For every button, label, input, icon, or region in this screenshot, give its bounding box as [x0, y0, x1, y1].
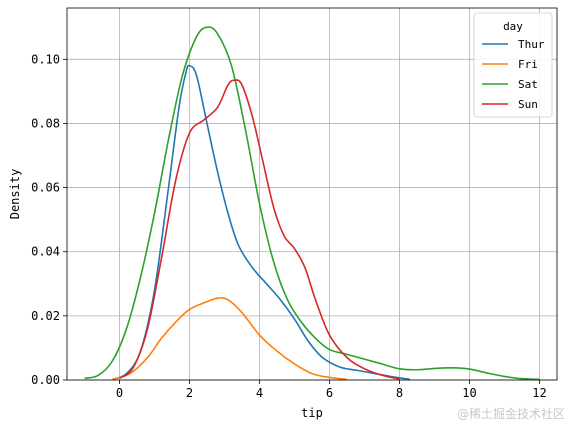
- x-tick-label: 4: [256, 386, 263, 400]
- y-tick-label: 0.00: [31, 373, 60, 387]
- y-tick-label: 0.02: [31, 309, 60, 323]
- legend-entry-thur: Thur: [518, 38, 545, 51]
- series-line-fri: [112, 297, 348, 381]
- plot-frame: [66, 7, 558, 381]
- x-tick-label: 10: [462, 386, 476, 400]
- y-axis-ticks: 0.00 0.02 0.04 0.06 0.08 0.10: [31, 52, 67, 387]
- y-tick-label: 0.06: [31, 181, 60, 195]
- legend-entry-sat: Sat: [518, 78, 538, 91]
- series-lines: [84, 26, 540, 381]
- legend-entry-sun: Sun: [518, 98, 538, 111]
- legend-box: [473, 12, 553, 118]
- legend-entry-fri: Fri: [518, 58, 538, 71]
- legend-title: day: [503, 20, 523, 33]
- x-tick-label: 8: [396, 386, 403, 400]
- x-axis-label: tip: [301, 406, 323, 420]
- series-line-thur: [112, 64, 411, 381]
- series-line-sun: [119, 79, 400, 380]
- x-tick-label: 12: [532, 386, 546, 400]
- y-tick-label: 0.08: [31, 116, 60, 130]
- legend: day Thur Fri Sat Sun: [473, 12, 553, 118]
- watermark: @稀土掘金技术社区: [456, 407, 565, 421]
- series-line-sat: [84, 26, 540, 381]
- x-tick-label: 2: [186, 386, 193, 400]
- x-tick-label: 0: [116, 386, 123, 400]
- x-axis-ticks: 0 2 4 6 8 10 12: [116, 380, 547, 400]
- x-tick-label: 6: [326, 386, 333, 400]
- y-tick-label: 0.10: [31, 52, 60, 66]
- y-tick-label: 0.04: [31, 245, 60, 259]
- y-axis-label: Density: [8, 169, 22, 220]
